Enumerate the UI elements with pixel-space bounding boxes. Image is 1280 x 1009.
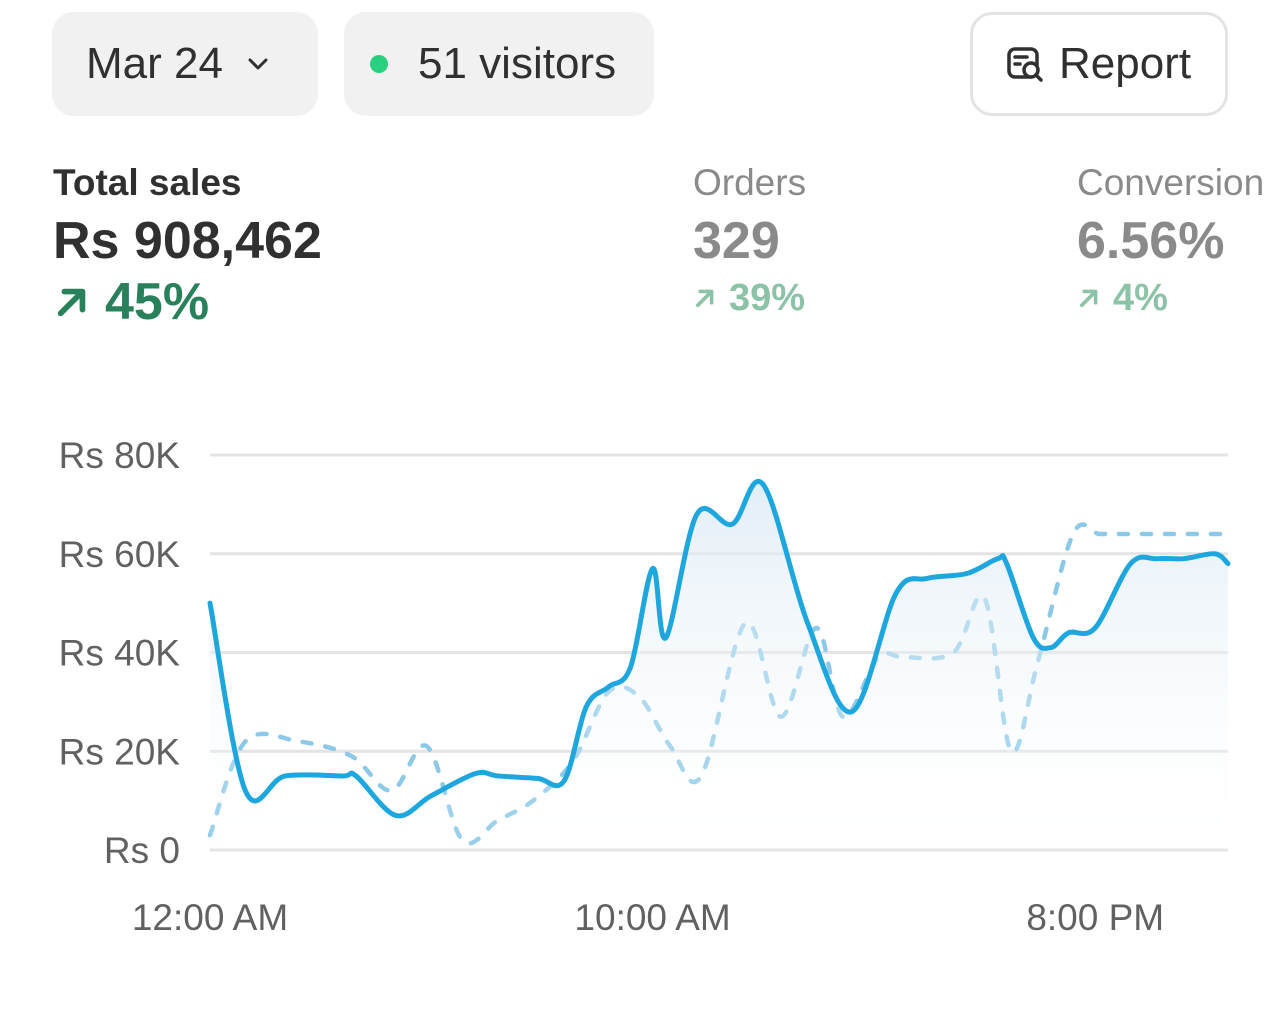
total-sales-label: Total sales <box>53 162 242 203</box>
date-picker-button[interactable]: Mar 24 <box>52 12 318 116</box>
conversion-metric[interactable]: Conversion 6.56% 4% <box>1077 160 1264 324</box>
conversion-label: Conversion <box>1077 162 1265 203</box>
report-label: Report <box>1059 39 1192 88</box>
orders-change-value: 39% <box>729 277 806 319</box>
report-search-icon <box>1005 43 1047 85</box>
filter-bar: Mar 24 51 visitors Report <box>0 0 1280 130</box>
orders-change: 39% <box>693 272 806 324</box>
chevron-down-icon <box>243 47 277 81</box>
conversion-value: 6.56% <box>1077 212 1225 270</box>
orders-value: 329 <box>693 212 780 270</box>
total-sales-metric[interactable]: Total sales Rs 908,462 45% <box>53 160 322 332</box>
x-tick-label: 10:00 AM <box>574 897 730 938</box>
x-axis: 12:00 AM 10:00 AM 8:00 PM <box>132 897 1164 938</box>
arrow-up-right-icon <box>696 289 714 307</box>
arrow-up-right-icon <box>1080 289 1098 307</box>
conversion-change: 4% <box>1077 272 1264 324</box>
x-tick-label: 12:00 AM <box>132 897 288 938</box>
report-button[interactable]: Report <box>970 12 1228 116</box>
chart-series <box>207 479 1231 850</box>
series-line-comparison <box>207 522 1231 846</box>
arrow-up-right-icon <box>57 288 86 317</box>
y-tick-label: Rs 0 <box>104 830 180 871</box>
y-tick-label: Rs 40K <box>59 633 181 674</box>
live-status-dot-icon <box>370 55 388 73</box>
orders-label: Orders <box>693 162 807 203</box>
orders-metric[interactable]: Orders 329 39% <box>693 160 806 324</box>
date-label: Mar 24 <box>86 39 223 88</box>
sales-line-chart[interactable]: Rs 0 Rs 20K Rs 40K Rs 60K Rs 80K 12:00 AM 10:… <box>0 420 1280 980</box>
y-axis: Rs 0 Rs 20K Rs 40K Rs 60K Rs 80K <box>59 435 181 871</box>
y-tick-label: Rs 20K <box>59 731 181 772</box>
y-tick-label: Rs 60K <box>59 534 181 575</box>
conversion-change-value: 4% <box>1113 277 1168 319</box>
visitors-label: 51 visitors <box>418 39 617 88</box>
y-tick-label: Rs 80K <box>59 435 181 476</box>
series-line-current <box>207 479 1231 819</box>
total-sales-value: Rs 908,462 <box>53 212 322 270</box>
total-sales-change-value: 45% <box>105 273 210 331</box>
total-sales-change: 45% <box>53 272 322 332</box>
series-area-fill <box>210 481 1228 850</box>
live-visitors-badge[interactable]: 51 visitors <box>344 12 654 116</box>
x-tick-label: 8:00 PM <box>1026 897 1164 938</box>
